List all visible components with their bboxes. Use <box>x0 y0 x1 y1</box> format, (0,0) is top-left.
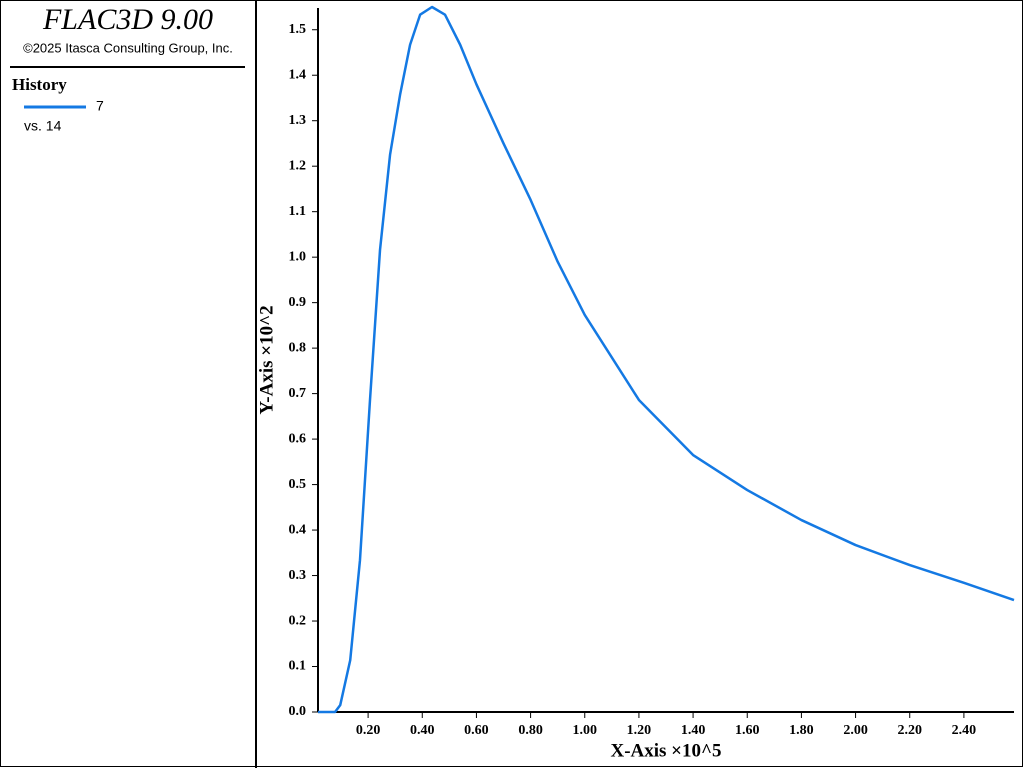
y-tick-label: 1.1 <box>289 204 307 219</box>
x-tick-label: 2.00 <box>843 723 868 738</box>
y-tick-label: 1.3 <box>289 113 307 128</box>
y-tick-label: 0.8 <box>289 340 307 355</box>
x-tick-label: 2.20 <box>897 723 922 738</box>
y-axis-label: Y-Axis ×10^2 <box>256 305 277 414</box>
panel-heading: History <box>12 75 67 94</box>
y-tick-label: 0.0 <box>289 704 307 719</box>
y-tick-label: 1.2 <box>289 158 307 173</box>
x-tick-label: 1.60 <box>735 723 760 738</box>
y-tick-label: 0.2 <box>289 613 307 628</box>
x-tick-label: 2.40 <box>952 723 977 738</box>
data-line <box>318 5 1015 714</box>
x-axis-label: X-Axis ×10^5 <box>610 740 721 761</box>
y-tick-label: 0.1 <box>289 659 307 674</box>
y-tick-label: 1.0 <box>289 249 307 264</box>
y-tick-label: 0.4 <box>289 522 307 537</box>
x-tick-label: 0.60 <box>464 723 489 738</box>
y-tick-label: 0.3 <box>289 568 307 583</box>
y-tick-label: 1.5 <box>289 22 307 37</box>
copyright: ©2025 Itasca Consulting Group, Inc. <box>23 40 233 55</box>
x-tick-label: 0.20 <box>356 723 381 738</box>
x-tick-label: 1.00 <box>573 723 598 738</box>
x-tick-label: 1.80 <box>789 723 814 738</box>
y-tick-label: 1.4 <box>289 67 307 82</box>
y-tick-label: 0.5 <box>289 477 307 492</box>
y-tick-label: 0.6 <box>289 431 307 446</box>
y-tick-label: 0.9 <box>289 295 307 310</box>
x-tick-label: 0.80 <box>518 723 543 738</box>
legend-note: vs. 14 <box>24 118 62 134</box>
x-tick-label: 0.40 <box>410 723 435 738</box>
y-tick-label: 0.7 <box>289 386 307 401</box>
x-tick-label: 1.20 <box>627 723 652 738</box>
x-tick-label: 1.40 <box>681 723 706 738</box>
app-title: FLAC3D 9.00 <box>42 3 213 36</box>
legend-label: 7 <box>96 98 104 114</box>
